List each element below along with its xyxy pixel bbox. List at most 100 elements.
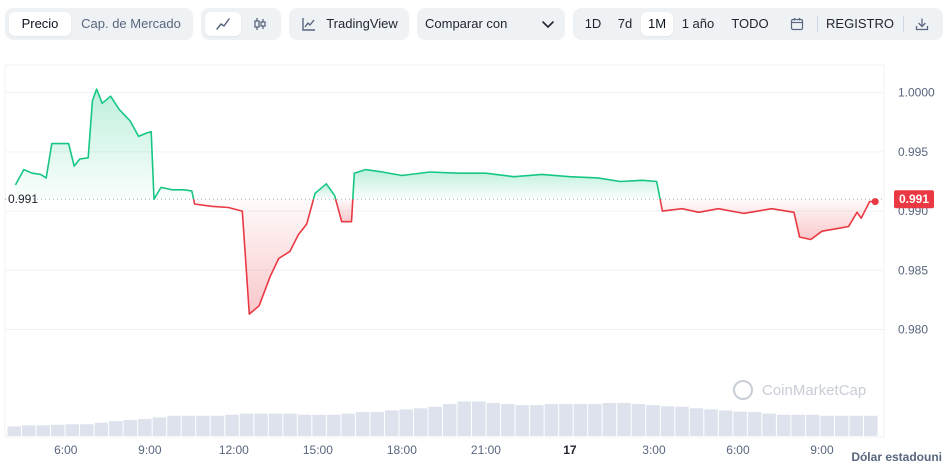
coinmarketcap-logo-icon	[733, 380, 753, 400]
volume-bar	[22, 425, 36, 436]
plot-frame	[4, 64, 885, 438]
volume-bar	[109, 421, 123, 436]
volume-bar	[413, 408, 428, 436]
volume-bar	[733, 411, 747, 436]
tradingview-button[interactable]: TradingView	[289, 8, 409, 40]
volume-bar	[384, 410, 399, 436]
volume-bar	[370, 412, 384, 436]
volume-bar	[747, 412, 762, 436]
calendar-icon[interactable]	[790, 17, 804, 31]
compare-dropdown[interactable]: Comparar con	[417, 8, 565, 40]
volume-bar	[863, 415, 878, 436]
volume-bar	[544, 404, 559, 436]
tab-market-cap[interactable]: Cap. de Mercado	[81, 16, 181, 31]
volume-bar	[326, 414, 341, 436]
volume-bar	[94, 422, 109, 436]
x-tick-label: 15:00	[303, 443, 333, 457]
volume-bar	[559, 404, 573, 436]
range-1m[interactable]: 1M	[641, 12, 673, 36]
volume-bar	[646, 405, 660, 436]
volume-bar	[123, 420, 138, 436]
reference-value-label: 0.991	[8, 192, 38, 206]
volume-bar	[805, 414, 820, 436]
price-line-up	[352, 168, 661, 200]
volume-bar	[312, 414, 326, 436]
range-all[interactable]: TODO	[731, 16, 769, 31]
price-line-down	[659, 199, 876, 241]
range-separator	[817, 16, 818, 32]
tradingview-chart-icon	[302, 18, 315, 31]
current-price-label: 0.991	[899, 192, 929, 206]
current-price-badge	[894, 190, 934, 209]
price-line-down	[192, 198, 315, 315]
volume-bar	[849, 415, 863, 436]
volume-bar	[283, 413, 297, 436]
volume-bar	[457, 401, 472, 436]
volume-bar	[617, 403, 631, 436]
tab-price[interactable]: Precio	[9, 12, 71, 36]
area-above-reference	[313, 183, 336, 200]
volume-bar	[718, 410, 733, 436]
range-selector: 1D 7d 1M 1 año TODO REGISTRO	[573, 8, 943, 40]
x-tick-label: 18:00	[387, 443, 417, 457]
volume-bar	[210, 415, 225, 436]
volume-bar	[341, 413, 355, 436]
volume-bar	[675, 406, 689, 436]
download-icon[interactable]	[915, 17, 929, 31]
volume-bar	[602, 403, 617, 436]
volume-bar	[399, 409, 413, 436]
area-below-reference	[335, 199, 353, 222]
volume-bar	[762, 413, 776, 436]
x-tick-label: 17	[563, 443, 577, 457]
x-tick-label: 12:00	[219, 443, 249, 457]
volume-bar	[791, 414, 805, 436]
x-tick-label: 6:00	[54, 443, 78, 457]
x-tick-label: 3:00	[642, 443, 666, 457]
volume-bar	[704, 409, 718, 436]
volume-bar	[152, 417, 167, 436]
price-line-up	[14, 88, 195, 200]
watermark-text: CoinMarketCap	[762, 382, 866, 399]
price-line-down	[334, 198, 354, 223]
volume-bar	[80, 424, 94, 436]
candlestick-icon	[254, 18, 266, 30]
volume-bar	[167, 415, 181, 436]
volume-bar	[443, 404, 457, 436]
range-7d[interactable]: 7d	[617, 16, 633, 31]
volume-bar	[776, 414, 791, 436]
area-below-reference	[660, 199, 876, 240]
y-tick-label: 0.995	[898, 145, 928, 159]
volume-bar	[239, 413, 254, 436]
log-separator	[903, 16, 904, 32]
last-price-dot	[871, 198, 879, 206]
range-1d[interactable]: 1D	[584, 16, 602, 31]
volume-bar	[573, 404, 588, 436]
volume-bar	[297, 414, 312, 436]
volume-bar	[834, 415, 849, 436]
volume-bar	[7, 426, 22, 436]
volume-bar	[501, 404, 515, 436]
area-below-reference	[193, 199, 314, 315]
log-scale-button[interactable]: REGISTRO	[826, 16, 894, 31]
volume-bar	[486, 403, 501, 436]
area-above-reference	[15, 89, 194, 200]
candlestick-button[interactable]	[243, 12, 277, 36]
volume-bar	[355, 412, 370, 436]
price-chart[interactable]: 1.00000.9950.9900.9850.980CoinMarketCap0…	[0, 60, 948, 466]
y-tick-label: 1.0000	[898, 86, 935, 100]
line-chart-icon	[216, 18, 230, 30]
volume-bar	[65, 424, 80, 436]
line-chart-button[interactable]	[205, 12, 241, 36]
volume-bar	[689, 408, 704, 436]
volume-bar	[631, 404, 646, 436]
volume-bar	[660, 406, 675, 436]
volume-bar	[138, 418, 152, 436]
volume-bar	[254, 413, 268, 436]
currency-unit-label: Dólar estadouni	[851, 450, 942, 464]
volume-bar	[268, 413, 283, 436]
volume-bar	[225, 414, 239, 436]
range-1y[interactable]: 1 año	[681, 16, 715, 31]
volume-bar	[428, 406, 442, 436]
volume-bar	[181, 415, 196, 436]
volume-bar	[820, 415, 834, 436]
